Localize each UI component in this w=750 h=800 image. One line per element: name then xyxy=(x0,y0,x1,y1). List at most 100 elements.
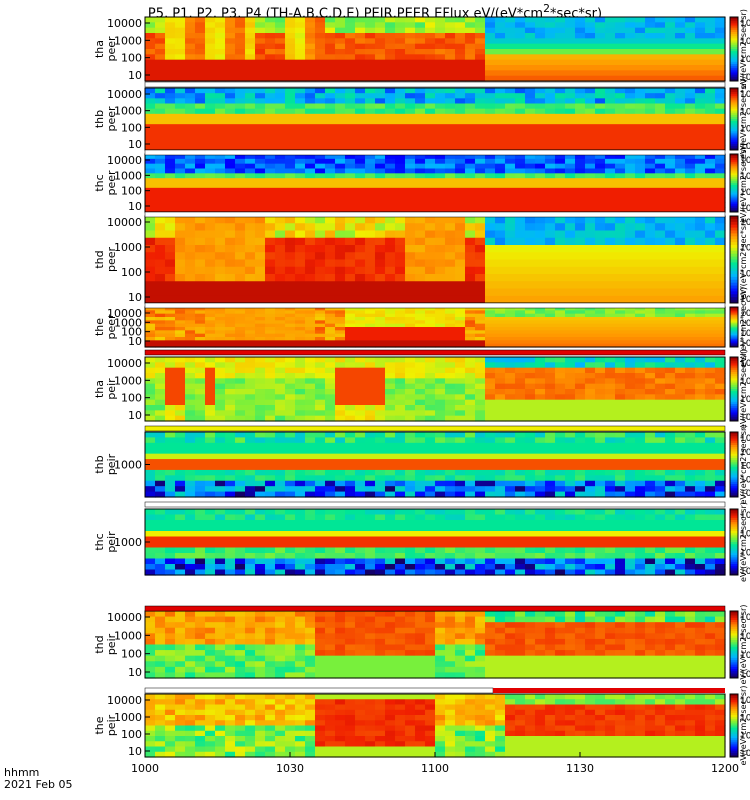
colorbar-tick-label: 10⁶ xyxy=(740,632,750,642)
y-axis-probe-label: the xyxy=(93,318,106,336)
panel-frame xyxy=(144,356,726,422)
y-tick-label: 10000 xyxy=(107,694,142,707)
spectrogram-cells xyxy=(145,307,726,348)
y-tick-label: 100 xyxy=(121,728,142,741)
colorbar xyxy=(729,356,739,422)
colorbar-tick-label: 10⁸ xyxy=(740,218,750,228)
x-tick-label: 1000 xyxy=(131,762,159,775)
status-bar xyxy=(144,349,726,356)
y-tick-label: 1000 xyxy=(114,105,142,118)
colorbar-tick-label: 10⁶ xyxy=(740,244,750,254)
y-tick-label: 1000 xyxy=(114,459,142,472)
colorbar-tick-label: 10⁶ xyxy=(740,172,750,182)
y-axis-probe-label: thc xyxy=(93,533,106,550)
status-bar xyxy=(144,605,726,612)
y-tick-label: 10000 xyxy=(107,611,142,624)
y-tick-label: 1000 xyxy=(114,316,142,329)
y-tick-label: 10 xyxy=(128,291,142,304)
colorbar-tick-label: 10⁴ xyxy=(740,377,750,387)
status-bar xyxy=(144,302,726,309)
colorbar-unit-label: eV/(eV*cm2*sec*sr) xyxy=(739,143,748,223)
colorbar-frame xyxy=(729,16,739,82)
spectrogram-cells xyxy=(145,216,726,304)
y-axis-probe-label: thb xyxy=(93,455,106,473)
y-axis-species-label: peer xyxy=(105,36,118,62)
colorbar-tick-label: 10⁸ xyxy=(740,90,750,100)
y-axis-species-label: peer xyxy=(105,314,118,340)
panel-frame xyxy=(144,16,726,82)
y-tick-label: 1000 xyxy=(114,374,142,387)
status-bar-segment xyxy=(493,688,725,693)
y-tick-label: 100 xyxy=(121,52,142,65)
colorbar xyxy=(729,431,739,498)
y-tick-label: 10 xyxy=(128,69,142,82)
colorbar-unit-label: eV/(eV*cm2*sec*sr) xyxy=(739,502,748,582)
colorbar-tick-label: 10⁴ xyxy=(740,125,750,135)
y-tick-label: 10 xyxy=(128,666,142,679)
colorbar xyxy=(729,610,739,679)
colorbar xyxy=(729,508,739,576)
y-tick-label: 10 xyxy=(128,745,142,758)
colorbar-tick-label: 10² xyxy=(740,339,750,349)
colorbar xyxy=(729,153,739,213)
colorbar-unit-label: eV/(eV*cm2*sec*sr) xyxy=(739,9,748,89)
spectrogram-cells xyxy=(145,509,726,576)
x-tick-label: 1130 xyxy=(566,762,594,775)
y-tick-label: 1000 xyxy=(114,34,142,47)
colorbar-tick-label: 10⁸ xyxy=(740,19,750,29)
y-axis-species-label: peer xyxy=(105,170,118,196)
colorbar-tick-label: 10⁸ xyxy=(740,613,750,623)
y-tick-label: 10000 xyxy=(107,307,142,320)
colorbar-tick-label: 10² xyxy=(740,731,750,741)
colorbar-tick-label: 10² xyxy=(740,295,750,305)
colorbar-tick-label: 10⁰ xyxy=(740,489,750,499)
status-bar xyxy=(144,425,726,432)
y-tick-label: 1000 xyxy=(114,629,142,642)
y-tick-label: 100 xyxy=(121,121,142,134)
colorbar-tick-label: 10⁴ xyxy=(740,548,750,558)
colorbar-tick-label: 10⁴ xyxy=(740,269,750,279)
colorbar-tick-label: 10⁶ xyxy=(740,696,750,706)
y-tick-label: 100 xyxy=(121,266,142,279)
spectrogram-cells xyxy=(145,17,726,82)
colorbar-tick-label: 10⁶ xyxy=(740,448,750,458)
colorbar-tick-label: 10⁴ xyxy=(740,651,750,661)
colorbar-tick-label: 10² xyxy=(740,142,750,152)
y-tick-label: 10 xyxy=(128,409,142,422)
colorbar xyxy=(729,87,739,151)
x-tick-label: 1100 xyxy=(421,762,449,775)
y-tick-label: 10000 xyxy=(107,154,142,167)
x-tick-label: 1200 xyxy=(711,762,739,775)
y-tick-label: 100 xyxy=(121,326,142,339)
colorbar-unit-label: eV/(eV*cm2*sec*sr) xyxy=(739,79,748,159)
y-tick-label: 1000 xyxy=(114,241,142,254)
colorbar-unit-label: eV/(eV*cm2*sec*sr) xyxy=(739,605,748,685)
colorbar-tick-label: 10⁴ xyxy=(740,714,750,724)
time-label-hhmm: hhmm xyxy=(4,766,40,779)
status-bar xyxy=(144,501,726,508)
y-tick-label: 100 xyxy=(121,392,142,405)
colorbar-tick-label: 10⁶ xyxy=(740,37,750,47)
spectrogram-cells xyxy=(145,611,726,679)
colorbar-tick-label: 10² xyxy=(740,204,750,214)
y-tick-label: 10 xyxy=(128,335,142,348)
colorbar-tick-label: 10² xyxy=(740,475,750,485)
y-axis-probe-label: tha xyxy=(93,380,106,398)
colorbar-tick-label: 10⁶ xyxy=(740,359,750,369)
colorbar-tick-label: 10⁸ xyxy=(740,434,750,444)
y-axis-species-label: peir xyxy=(105,453,118,475)
colorbar-frame xyxy=(729,508,739,576)
colorbar-tick-label: 10⁸ xyxy=(740,156,750,166)
y-axis-probe-label: thd xyxy=(93,250,106,268)
colorbar-tick-label: 10⁶ xyxy=(740,107,750,117)
colorbar xyxy=(729,215,739,304)
